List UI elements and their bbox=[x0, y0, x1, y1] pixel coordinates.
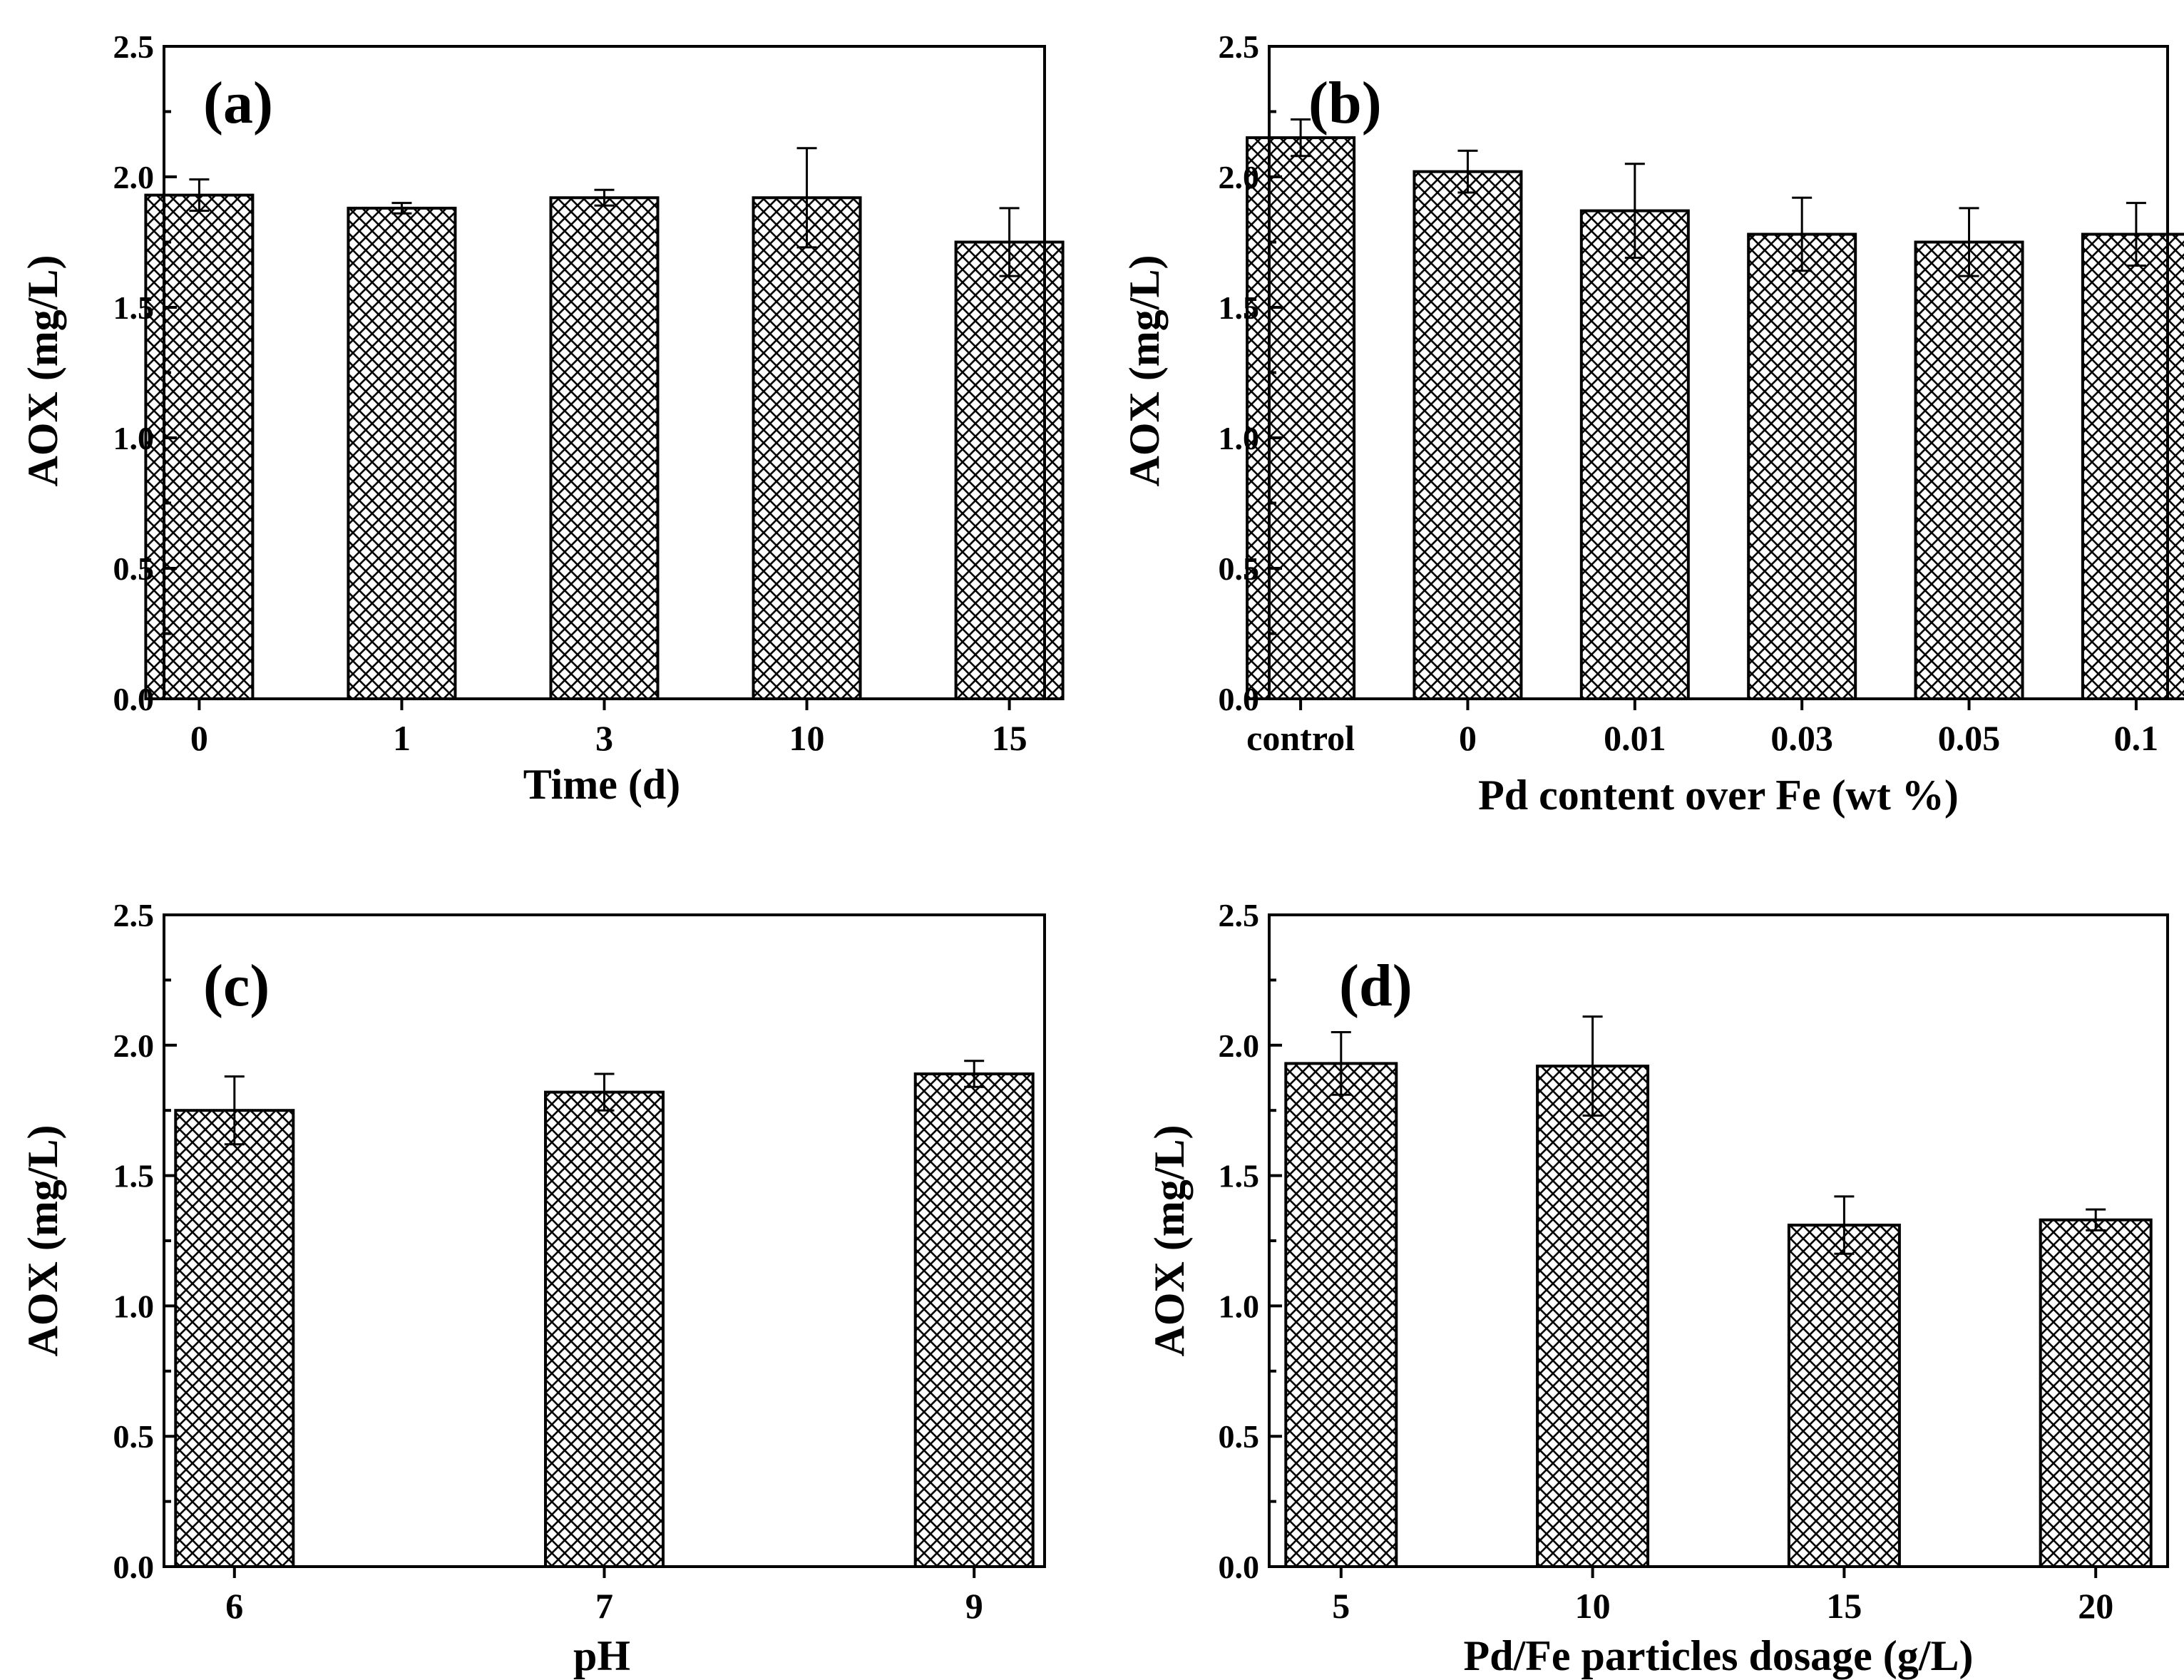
y-tick-label: 1.0 bbox=[1219, 420, 1260, 456]
error-bar bbox=[1792, 196, 1813, 272]
y-tick-label: 0.5 bbox=[113, 1418, 155, 1455]
y-tick-label: 1.0 bbox=[1219, 1288, 1260, 1324]
bar bbox=[1579, 209, 1690, 700]
panel-label: (d) bbox=[1339, 953, 1413, 1019]
y-tick-label: 1.5 bbox=[113, 290, 155, 326]
bar bbox=[144, 193, 255, 700]
panel-b: (b) Pd content over Fe (wt %) AOX (mg/L)… bbox=[1121, 29, 2184, 819]
y-tick-label: 0.0 bbox=[113, 681, 155, 717]
bar bbox=[1284, 1062, 1398, 1568]
y-axis-title: AOX (mg/L) bbox=[19, 255, 66, 487]
y-tick-label: 0.5 bbox=[113, 550, 155, 587]
error-bar bbox=[964, 1060, 985, 1088]
y-tick-label: 2.0 bbox=[113, 1028, 155, 1064]
x-tick-label: 0.1 bbox=[2114, 718, 2159, 758]
error-bar bbox=[1834, 1195, 1855, 1255]
y-tick-label: 2.0 bbox=[113, 159, 155, 195]
x-tick-label: control bbox=[1246, 718, 1355, 758]
y-tick-label: 2.5 bbox=[113, 897, 155, 933]
error-bar bbox=[999, 207, 1020, 277]
y-tick-label: 0.5 bbox=[1219, 550, 1260, 587]
panel-d: (d) Pd/Fe particles dosage (g/L) AOX (mg… bbox=[1146, 897, 2169, 1679]
panel-label: (b) bbox=[1308, 70, 1382, 136]
x-tick-label: 20 bbox=[2078, 1586, 2113, 1626]
bar bbox=[1787, 1224, 1901, 1568]
panel-label: (c) bbox=[203, 953, 270, 1019]
x-tick-label: 3 bbox=[595, 718, 613, 758]
bar bbox=[1246, 136, 1356, 701]
error-bar bbox=[1624, 163, 1645, 259]
error-bar bbox=[1291, 118, 1311, 158]
y-axis-title: AOX (mg/L) bbox=[1121, 255, 1168, 487]
y-tick-label: 1.0 bbox=[113, 420, 155, 456]
x-axis-title: Pd content over Fe (wt %) bbox=[1478, 772, 1959, 819]
panel-c: (c) pH AOX (mg/L) 0.0 0.5 1.0 1.5 2.0 2.5 6 7 9 bbox=[19, 897, 1046, 1679]
x-axis-title: Time (d) bbox=[523, 761, 681, 808]
bar bbox=[1413, 170, 1523, 700]
y-tick-label: 0.0 bbox=[1219, 681, 1260, 717]
bar bbox=[544, 1090, 665, 1569]
x-tick-label: 0.03 bbox=[1770, 718, 1833, 758]
error-bar bbox=[224, 1075, 245, 1146]
error-bar bbox=[391, 202, 412, 215]
y-tick-label: 0.0 bbox=[113, 1549, 155, 1585]
x-tick-label: 6 bbox=[225, 1586, 243, 1626]
x-tick-label: 15 bbox=[1826, 1586, 1862, 1626]
y-tick-label: 2.0 bbox=[1219, 1028, 1260, 1064]
y-tick-label: 2.0 bbox=[1219, 159, 1260, 195]
error-bar bbox=[2086, 1208, 2106, 1231]
x-tick-label: 10 bbox=[789, 718, 825, 758]
y-tick-label: 2.5 bbox=[1219, 897, 1260, 933]
error-bar bbox=[1582, 1015, 1603, 1117]
bar bbox=[752, 196, 862, 700]
x-tick-label: 15 bbox=[992, 718, 1027, 758]
bar bbox=[1536, 1065, 1650, 1568]
bar bbox=[2039, 1218, 2153, 1568]
x-axis-title: pH bbox=[573, 1632, 630, 1679]
x-tick-label: 0.05 bbox=[1938, 718, 2001, 758]
error-bar bbox=[1959, 207, 1979, 277]
bar bbox=[549, 196, 660, 700]
y-axis-title: AOX (mg/L) bbox=[1146, 1125, 1193, 1357]
y-tick-label: 1.5 bbox=[1219, 290, 1260, 326]
error-bar bbox=[1457, 149, 1478, 194]
y-tick-label: 0.0 bbox=[1219, 1549, 1260, 1585]
bar bbox=[913, 1072, 1035, 1568]
bar bbox=[1747, 232, 1857, 700]
y-tick-label: 2.5 bbox=[1219, 29, 1260, 65]
y-tick-label: 2.5 bbox=[113, 29, 155, 65]
y-tick-label: 1.5 bbox=[1219, 1158, 1260, 1194]
x-tick-label: 0.01 bbox=[1604, 718, 1666, 758]
error-bar bbox=[594, 1072, 615, 1112]
x-tick-label: 1 bbox=[393, 718, 411, 758]
x-tick-label: 9 bbox=[965, 1586, 983, 1626]
panel-label: (a) bbox=[203, 70, 273, 136]
x-tick-label: 7 bbox=[595, 1586, 613, 1626]
y-axis-title: AOX (mg/L) bbox=[19, 1125, 66, 1357]
error-bar bbox=[2126, 202, 2146, 267]
x-tick-label: 0 bbox=[1459, 718, 1477, 758]
bar bbox=[174, 1109, 295, 1568]
error-bar bbox=[1331, 1031, 1351, 1096]
x-tick-label: 0 bbox=[190, 718, 208, 758]
error-bar bbox=[189, 178, 210, 212]
panel-a: (a) Time (d) AOX (mg/L) 0.0 0.5 1.0 1.5 2.0 2… bbox=[19, 29, 1065, 808]
x-tick-label: 5 bbox=[1332, 1586, 1350, 1626]
bar bbox=[1914, 240, 2024, 700]
y-tick-label: 0.5 bbox=[1219, 1418, 1260, 1455]
y-tick-label: 1.5 bbox=[113, 1158, 155, 1194]
error-bar bbox=[796, 147, 817, 249]
y-tick-label: 1.0 bbox=[113, 1288, 155, 1324]
x-tick-label: 10 bbox=[1575, 1586, 1611, 1626]
error-bar bbox=[594, 188, 615, 207]
x-axis-title: Pd/Fe particles dosage (g/L) bbox=[1464, 1632, 1974, 1679]
bar bbox=[954, 240, 1065, 700]
plot-frame bbox=[1268, 45, 2169, 700]
bar bbox=[347, 206, 457, 701]
